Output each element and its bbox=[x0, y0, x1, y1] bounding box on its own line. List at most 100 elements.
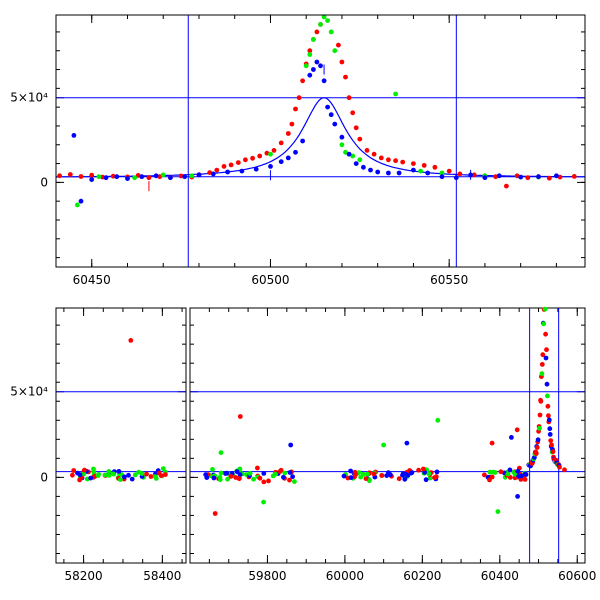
data-point-blue bbox=[225, 169, 231, 175]
data-point-blue bbox=[253, 166, 259, 172]
data-point-green bbox=[339, 142, 345, 148]
data-point-blue bbox=[129, 476, 135, 482]
data-point-blue bbox=[368, 167, 373, 173]
data-point-red bbox=[393, 158, 398, 164]
data-point-blue bbox=[554, 173, 559, 179]
data-point-red bbox=[421, 466, 426, 472]
data-point-green bbox=[350, 153, 356, 159]
data-point-red bbox=[557, 464, 562, 470]
data-point-green bbox=[251, 476, 256, 482]
data-point-blue bbox=[116, 469, 122, 474]
data-point-blue bbox=[496, 173, 502, 179]
data-point-blue bbox=[293, 149, 298, 155]
data-point-red bbox=[67, 172, 73, 177]
data-point-green bbox=[311, 37, 316, 42]
data-point-red bbox=[289, 121, 295, 127]
data-point-blue bbox=[325, 104, 330, 110]
data-point-red bbox=[522, 477, 528, 482]
data-point-green bbox=[292, 479, 297, 484]
data-point-red bbox=[543, 331, 548, 337]
data-point-green bbox=[247, 471, 253, 476]
top-panel-zoom: 60450 60500 60550 0 5×10⁴ bbox=[10, 14, 586, 287]
data-point-blue bbox=[375, 169, 381, 175]
data-point-red bbox=[350, 110, 356, 116]
data-point-green bbox=[132, 175, 138, 181]
data-point-green bbox=[111, 471, 116, 477]
data-point-red bbox=[89, 172, 95, 178]
data-point-blue bbox=[348, 475, 354, 480]
data-point-red bbox=[411, 161, 416, 167]
data-point-green bbox=[210, 467, 215, 472]
data-point-blue bbox=[523, 471, 528, 477]
data-point-green bbox=[81, 471, 87, 477]
data-point-red bbox=[432, 475, 437, 480]
data-point-red bbox=[446, 168, 452, 174]
bottom-panel-full-range: 58200 58400 59800 60000 60200 60400 60600 0 5×10… bbox=[10, 306, 596, 583]
data-point-green bbox=[325, 18, 330, 23]
data-point-red bbox=[287, 477, 292, 483]
data-point-red bbox=[416, 467, 421, 473]
data-point-green bbox=[153, 476, 159, 481]
data-point-blue bbox=[387, 472, 393, 478]
data-point-red bbox=[386, 157, 391, 163]
data-point-blue bbox=[311, 67, 316, 72]
x-tick-label: 60500 bbox=[251, 273, 289, 287]
data-point-green bbox=[189, 173, 195, 179]
data-point-red bbox=[363, 476, 369, 481]
data-point-red bbox=[336, 42, 341, 48]
outlier-point-blue bbox=[404, 440, 410, 446]
data-point-blue bbox=[234, 469, 240, 475]
data-point-red bbox=[228, 162, 234, 168]
data-point-red bbox=[228, 474, 234, 479]
bottom-plot-frame-segment bbox=[189, 307, 586, 564]
data-point-green bbox=[505, 471, 511, 477]
data-point-blue bbox=[314, 59, 320, 65]
data-point-green bbox=[217, 474, 223, 480]
data-point-red bbox=[457, 171, 463, 177]
data-point-blue bbox=[261, 471, 267, 476]
data-point-blue bbox=[423, 477, 429, 483]
data-point-blue bbox=[203, 472, 209, 478]
data-point-green bbox=[439, 170, 445, 176]
data-point-green bbox=[332, 48, 338, 54]
data-point-blue bbox=[348, 468, 353, 474]
data-point-red bbox=[343, 74, 348, 80]
outlier-point-green bbox=[381, 442, 386, 448]
data-point-green bbox=[303, 63, 309, 69]
outlier-point-green bbox=[495, 509, 501, 514]
data-point-red bbox=[357, 136, 363, 142]
outlier-point-green bbox=[261, 499, 266, 505]
data-point-red bbox=[471, 172, 477, 178]
x-tick-label: 60200 bbox=[403, 569, 441, 583]
top-plot-frame bbox=[55, 14, 586, 268]
data-point-red bbox=[396, 476, 402, 482]
data-point-blue bbox=[434, 469, 440, 475]
data-point-blue bbox=[139, 174, 145, 180]
data-point-red bbox=[257, 153, 263, 159]
data-point-blue bbox=[396, 170, 402, 176]
bottom-points-layer bbox=[70, 306, 567, 516]
data-point-blue bbox=[126, 472, 131, 478]
data-point-red bbox=[346, 95, 352, 101]
outlier-point-red bbox=[237, 414, 243, 419]
data-point-red bbox=[261, 479, 267, 485]
data-point-blue bbox=[114, 174, 120, 180]
data-point-blue bbox=[439, 174, 445, 180]
data-point-blue bbox=[182, 174, 188, 180]
data-point-red bbox=[534, 445, 540, 450]
data-point-blue bbox=[88, 475, 94, 481]
data-point-blue bbox=[89, 177, 95, 183]
data-point-red bbox=[378, 155, 384, 161]
data-point-red bbox=[498, 469, 504, 475]
data-point-blue bbox=[482, 175, 488, 181]
data-point-red bbox=[537, 412, 543, 418]
data-point-red bbox=[146, 175, 152, 181]
top-points-layer bbox=[57, 14, 577, 208]
outlier-point-blue bbox=[288, 442, 294, 448]
data-point-red bbox=[482, 472, 487, 478]
data-point-red bbox=[156, 470, 162, 476]
data-point-red bbox=[533, 451, 539, 456]
data-point-green bbox=[75, 202, 80, 208]
data-point-blue bbox=[285, 155, 291, 161]
